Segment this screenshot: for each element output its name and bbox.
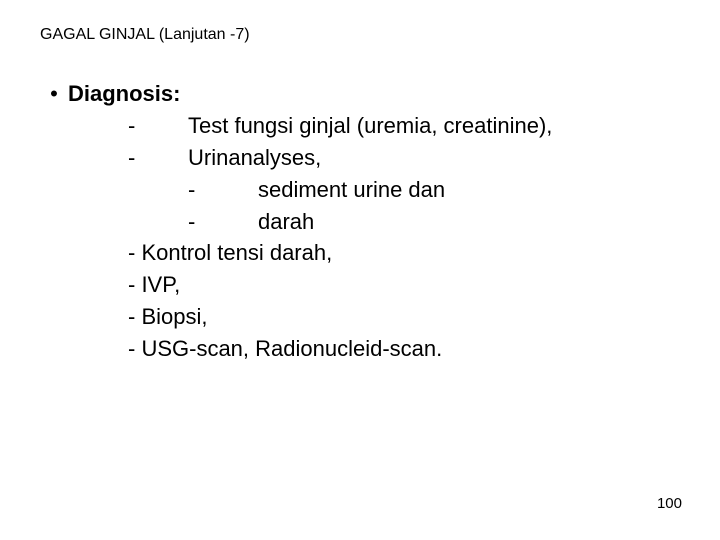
- subdash-text-1: sediment urine dan: [258, 174, 680, 206]
- dash-item-1: - Test fungsi ginjal (uremia, creatinine…: [68, 110, 680, 142]
- subdash-item-1: - sediment urine dan: [68, 174, 680, 206]
- bullet-dot: •: [40, 78, 68, 110]
- dash-mark: -: [128, 110, 188, 142]
- dash-mark: -: [128, 142, 188, 174]
- dash-text-1: Test fungsi ginjal (uremia, creatinine),: [188, 110, 680, 142]
- dash-item-2: - Urinanalyses,: [68, 142, 680, 174]
- bullet-body: Diagnosis: - Test fungsi ginjal (uremia,…: [68, 78, 680, 365]
- bullet-heading-row: • Diagnosis: - Test fungsi ginjal (uremi…: [40, 78, 680, 365]
- page-number: 100: [657, 495, 682, 512]
- plain-line-2: - IVP,: [68, 269, 680, 301]
- plain-line-3: - Biopsi,: [68, 301, 680, 333]
- plain-line-1: - Kontrol tensi darah,: [68, 237, 680, 269]
- dash-text-2: Urinanalyses,: [188, 142, 680, 174]
- slide: GAGAL GINJAL (Lanjutan -7) • Diagnosis: …: [0, 0, 720, 540]
- heading-text: Diagnosis:: [68, 78, 680, 110]
- slide-title: GAGAL GINJAL (Lanjutan -7): [40, 26, 250, 44]
- dash-mark: -: [188, 174, 258, 206]
- subdash-text-2: darah: [258, 206, 680, 238]
- plain-line-4: - USG-scan, Radionucleid-scan.: [68, 333, 680, 365]
- subdash-item-2: - darah: [68, 206, 680, 238]
- content-block: • Diagnosis: - Test fungsi ginjal (uremi…: [40, 78, 680, 365]
- dash-mark: -: [188, 206, 258, 238]
